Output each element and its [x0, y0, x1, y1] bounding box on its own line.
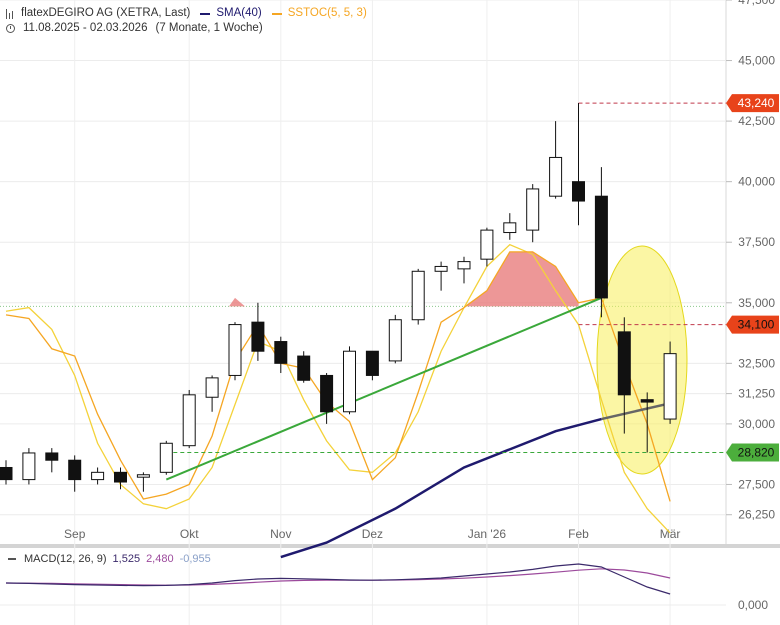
macd-value-3: -0,955	[179, 553, 211, 565]
macd-zero-label: 0,000	[738, 598, 768, 612]
y-tick-label: 27,500	[738, 477, 775, 491]
sma-swatch	[200, 12, 211, 15]
candle-body	[228, 324, 242, 376]
date-range: 11.08.2025 - 02.03.2026	[23, 22, 148, 34]
y-tick-label: 30,000	[738, 417, 775, 431]
overbought-fill-okt	[229, 297, 245, 307]
y-tick-label: 26,250	[738, 508, 775, 522]
candle-body	[182, 394, 196, 447]
y-tick-label: 35,000	[738, 296, 775, 310]
bar-chart-icon	[6, 8, 15, 19]
x-tick-label: Mär	[660, 527, 681, 541]
sstoc-slow-line	[5, 243, 671, 534]
candle-body	[297, 355, 311, 381]
candle-body	[0, 466, 13, 481]
x-tick-label: Okt	[180, 527, 199, 541]
candle-body	[365, 350, 379, 376]
level-badge	[726, 94, 779, 113]
candle-body	[457, 261, 471, 270]
macd-legend: MACD(12, 26, 9) 1,525 2,480 -0,955	[8, 553, 211, 565]
trend-line	[165, 297, 602, 481]
macd-swatch	[8, 558, 16, 560]
macd-line	[5, 563, 671, 595]
candle-body	[343, 350, 356, 413]
candle-body	[205, 377, 219, 398]
macd-value-1: 1,525	[112, 553, 141, 565]
macd-label: MACD(12, 26, 9)	[24, 553, 107, 565]
candle-body	[68, 459, 82, 481]
candle-body	[549, 156, 563, 197]
level-label: 43,240	[738, 96, 775, 110]
y-tick-label: 40,000	[738, 175, 775, 189]
duration-label: (7 Monate, 1 Woche)	[155, 22, 263, 34]
macd-value-2: 2,480	[146, 553, 174, 565]
candle-body	[320, 374, 334, 413]
sstoc-swatch	[271, 12, 282, 15]
candle-body	[640, 399, 654, 403]
candle-body	[572, 181, 585, 202]
candle-body	[526, 188, 540, 231]
overbought-fill-jan	[441, 251, 579, 307]
sstoc-label: SSTOC(5, 5, 3)	[287, 7, 367, 19]
clock-icon	[6, 24, 15, 33]
candle-body	[411, 270, 425, 321]
sma-line-forecast	[601, 402, 671, 421]
x-tick-label: Nov	[270, 527, 291, 541]
candle-body	[617, 331, 631, 396]
candle-body	[159, 442, 173, 473]
candle-body	[136, 474, 150, 478]
sma-label: SMA(40)	[216, 7, 262, 19]
macd-signal-line	[5, 568, 671, 586]
level-badge	[726, 443, 779, 462]
y-tick-label: 45,000	[738, 54, 775, 68]
candle-body	[503, 222, 517, 234]
candle-body	[251, 321, 265, 352]
candle-body	[22, 452, 36, 481]
candle-body	[45, 452, 59, 461]
level-label: 28,820	[738, 445, 775, 459]
y-tick-label: 42,500	[738, 114, 775, 128]
candle-body	[114, 471, 127, 483]
candle-body	[663, 353, 677, 420]
instrument-label: flatexDEGIRO AG (XETRA, Last)	[21, 7, 191, 19]
x-tick-label: Feb	[568, 527, 589, 541]
level-badge	[726, 315, 779, 334]
chart-legend: flatexDEGIRO AG (XETRA, Last) SMA(40) SS…	[6, 6, 367, 36]
x-tick-label: Jan '26	[468, 527, 507, 541]
panel-divider	[0, 544, 780, 548]
y-tick-label: 32,500	[738, 356, 775, 370]
sma-line	[280, 417, 602, 559]
candle-body	[91, 471, 105, 481]
candle-body	[594, 195, 608, 299]
y-tick-label: 47,500	[738, 0, 775, 7]
x-tick-label: Dez	[362, 527, 383, 541]
y-tick-label: 37,500	[738, 235, 775, 249]
y-tick-label: 31,250	[738, 387, 775, 401]
candle-body	[434, 265, 448, 272]
level-label: 34,100	[738, 318, 775, 332]
x-tick-label: Sep	[64, 527, 86, 541]
sstoc-fast-line	[5, 251, 671, 502]
candle-body	[274, 341, 288, 364]
candle-body	[480, 229, 494, 260]
candle-body	[388, 319, 402, 362]
